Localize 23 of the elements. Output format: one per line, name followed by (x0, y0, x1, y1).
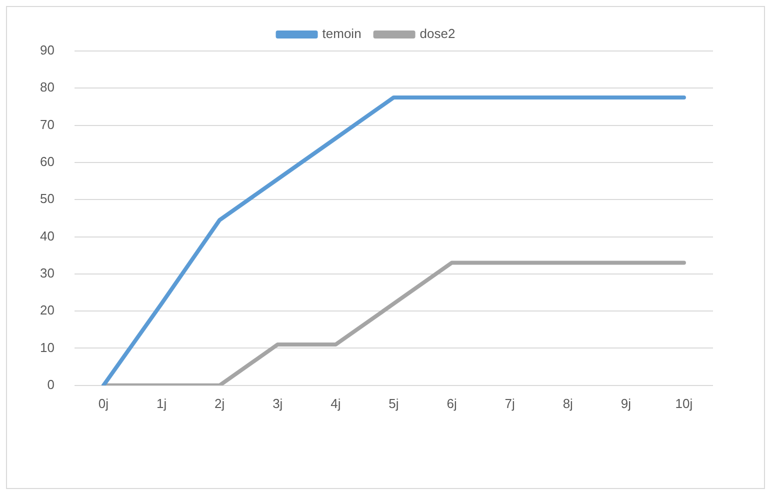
y-tick-label: 40 (40, 228, 54, 244)
y-tick-label: 50 (40, 191, 54, 206)
x-tick-label: 4j (330, 396, 341, 411)
y-tick-label: 0 (47, 376, 54, 392)
x-tick-label: 7j (504, 396, 515, 411)
y-tick-label: 10 (40, 340, 54, 355)
x-tick-label: 6j (446, 396, 457, 411)
y-tick-label: 30 (40, 266, 54, 281)
x-tick-label: 5j (388, 396, 399, 411)
x-tick-label: 10j (675, 396, 693, 411)
y-tick-label: 20 (40, 302, 54, 318)
x-tick-label: 8j (562, 396, 574, 411)
x-tick-label: 0j (98, 396, 109, 411)
x-tick-label: 1j (156, 396, 167, 411)
legend-label: temoin (322, 26, 362, 42)
y-tick-label: 70 (40, 116, 54, 132)
x-tick-label: 2j (214, 396, 225, 411)
x-tick-label: 9j (620, 396, 632, 411)
y-tick-label: 60 (40, 154, 54, 170)
y-tick-label: 80 (40, 80, 54, 95)
legend-label: dose2 (420, 26, 456, 42)
y-tick-label: 90 (40, 42, 54, 58)
x-tick-label: 3j (272, 396, 283, 411)
